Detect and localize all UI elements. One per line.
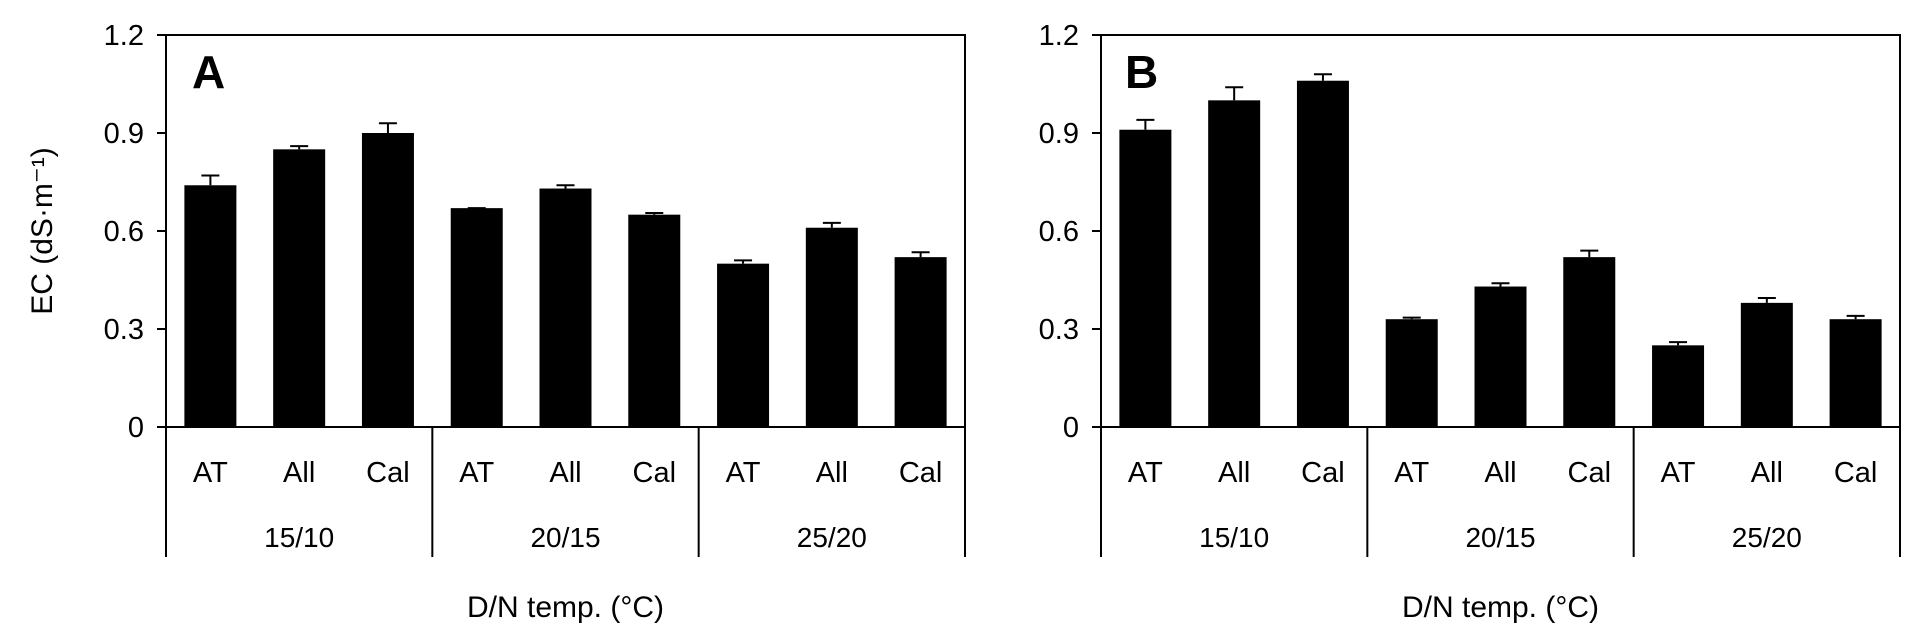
group-label: 15/10 [1199,522,1269,553]
y-tick-label: 0.6 [1039,216,1079,248]
bar [805,227,858,427]
bar [1563,257,1616,427]
category-label: All [1751,457,1783,489]
category-label: AT [1394,457,1429,489]
y-tick-label: 0.3 [104,314,144,346]
group-label: 20/15 [530,522,600,553]
category-label: All [283,457,315,489]
category-label: Cal [899,457,943,489]
bar [1829,319,1882,427]
y-tick-label: 0.9 [104,118,144,150]
bar [184,185,237,427]
category-label: AT [1128,457,1163,489]
y-tick-label: 0.9 [1039,118,1079,150]
category-label: AT [193,457,228,489]
group-label: 25/20 [1732,522,1802,553]
category-label: AT [726,457,761,489]
category-label: Cal [1834,457,1878,489]
bar [1296,80,1349,427]
bar [717,263,770,427]
category-label: All [1484,457,1516,489]
y-tick-label: 1.2 [1039,20,1079,52]
category-label: AT [459,457,494,489]
y-axis-title: EC (dS·m⁻¹) [26,147,59,315]
category-label: Cal [366,457,410,489]
bar [1652,345,1705,427]
group-label: 25/20 [797,522,867,553]
category-label: AT [1661,457,1696,489]
category-label: Cal [1568,457,1612,489]
bar [361,133,414,427]
bar [450,208,503,427]
panel-a: 0 0.3 0.6 0.9 1.2 AT All Cal 15/10 AT All Cal 20/15 A… [26,20,966,624]
y-tick-label: 1.2 [104,20,144,52]
bar [539,188,592,427]
category-label: Cal [1301,457,1345,489]
y-tick-label: 0 [128,412,144,444]
category-label: Cal [633,457,677,489]
panel-letter: B [1125,46,1158,98]
bar [273,149,326,428]
bar [1119,129,1172,427]
bar [1208,100,1261,427]
bar [894,257,947,427]
bar [1740,302,1793,427]
bar [628,214,681,427]
panel-b: 0 0.3 0.6 0.9 1.2 AT All Cal 15/10 AT All Cal 20/15 A… [1039,20,1901,624]
y-tick-label: 0 [1063,412,1079,444]
x-axis-title: D/N temp. (°C) [1402,591,1599,624]
category-label: All [816,457,848,489]
y-tick-label: 0.3 [1039,314,1079,346]
panel-letter: A [192,46,225,98]
y-tick-label: 0.6 [104,216,144,248]
group-label: 15/10 [264,522,334,553]
group-label: 20/15 [1465,522,1535,553]
x-axis-title: D/N temp. (°C) [467,591,664,624]
category-label: All [549,457,581,489]
bar [1385,319,1438,427]
category-label: All [1218,457,1250,489]
bar [1474,286,1527,427]
